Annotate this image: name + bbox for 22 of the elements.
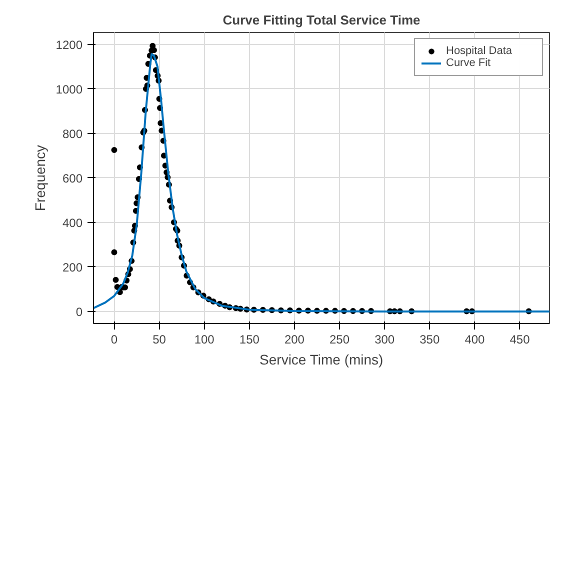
x-tick-label: 400 <box>464 332 486 346</box>
y-tick-label: 600 <box>62 171 83 186</box>
x-tick-label: 250 <box>330 332 350 346</box>
y-tick-label: 800 <box>62 126 83 141</box>
chart-title: Curve Fitting Total Service Time <box>222 12 420 28</box>
x-tick-label: 50 <box>152 332 166 346</box>
x-tick-label: 300 <box>374 332 395 346</box>
y-tick-label: 1000 <box>56 82 83 96</box>
x-tick-label: 450 <box>510 332 530 346</box>
y-tick-label: 200 <box>62 260 83 274</box>
x-tick-label: 350 <box>420 332 440 346</box>
y-tick-label: 0 <box>76 304 83 319</box>
x-axis-title: Service Time (mins) <box>260 352 384 368</box>
y-tick-label: 400 <box>62 216 83 230</box>
legend-label: Hospital Data <box>446 45 514 57</box>
x-tick-label: 150 <box>239 332 260 346</box>
legend-label: Curve Fit <box>446 57 492 69</box>
x-tick-label: 0 <box>110 332 118 346</box>
y-axis-title: Frequency <box>32 144 48 212</box>
x-tick-label: 100 <box>194 332 215 346</box>
x-tick-label: 200 <box>284 332 305 346</box>
y-tick-label: 1200 <box>56 38 83 52</box>
